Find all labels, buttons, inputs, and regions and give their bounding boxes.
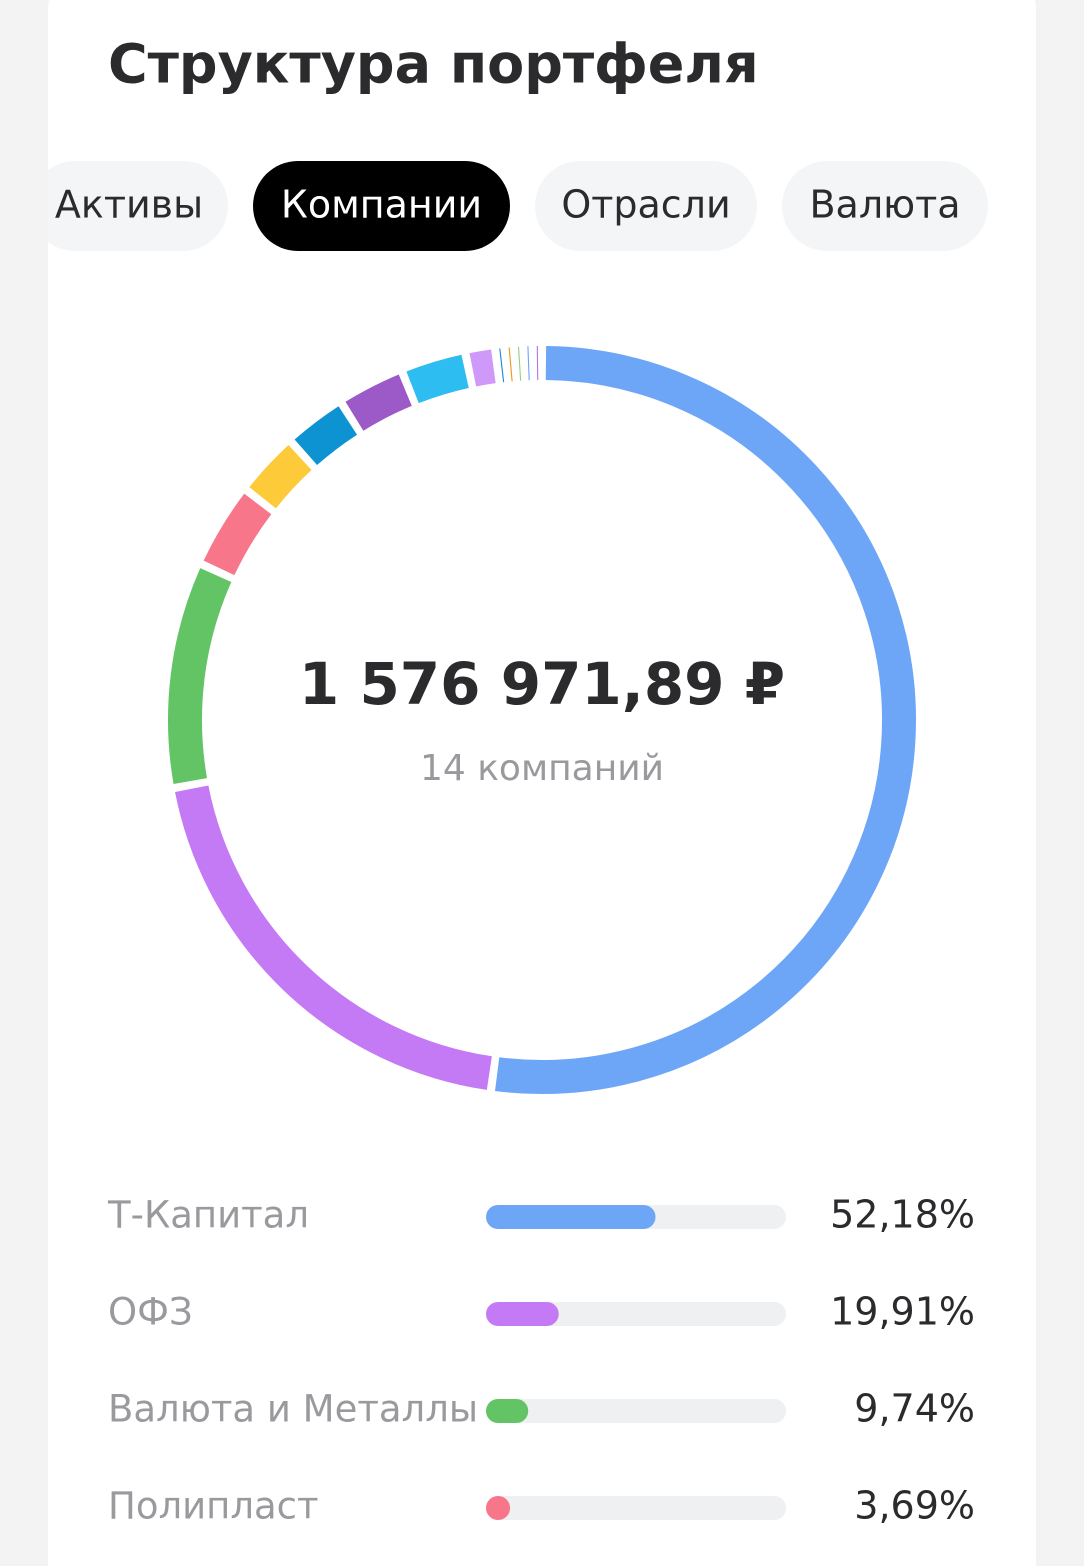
companies-count: 14 компаний	[420, 748, 664, 789]
card	[48, 0, 1036, 1566]
progress-bar	[486, 1205, 656, 1229]
donut-segment	[249, 445, 312, 509]
legend-name: Валюта и Металлы	[108, 1388, 478, 1431]
total-value: 1 576 971,89 ₽	[299, 650, 785, 718]
tab-label[interactable]: Отрасли	[561, 183, 730, 227]
legend-name: Полипласт	[108, 1485, 319, 1528]
donut-segment	[345, 374, 413, 431]
progress-track	[486, 1302, 786, 1326]
legend-value: 19,91%	[830, 1290, 975, 1334]
progress-bar	[486, 1302, 559, 1326]
donut	[168, 346, 916, 1094]
donut-segment	[175, 785, 492, 1090]
title: Структура портфеля	[108, 33, 759, 96]
tab[interactable]	[30, 161, 228, 251]
legend-name: ОФЗ	[108, 1291, 193, 1334]
progress-track	[486, 1399, 786, 1423]
card-content: Структура портфеля Активы Компании Отрасли…	[30, 33, 988, 1528]
legend: Т-Капитал 52,18% ОФЗ 19,91% Валюта и Металлы…	[107, 1193, 975, 1528]
tab[interactable]	[253, 161, 510, 251]
donut-segment	[203, 493, 272, 576]
donut-segment	[168, 568, 232, 784]
tab-bar: Активы Компании Отрасли Валюта	[30, 161, 988, 251]
donut-segment	[469, 349, 496, 387]
donut-segment	[495, 346, 916, 1094]
tab-label[interactable]: Валюта	[809, 183, 960, 227]
progress-bar	[486, 1496, 511, 1520]
legend-value: 52,18%	[830, 1193, 975, 1237]
tab-label[interactable]: Активы	[55, 183, 203, 227]
donut-segment	[294, 406, 358, 466]
progress-bar	[486, 1399, 529, 1423]
legend-name: Т-Капитал	[107, 1194, 309, 1237]
tab[interactable]	[535, 161, 757, 251]
tab[interactable]	[782, 161, 988, 251]
legend-value: 9,74%	[854, 1387, 975, 1431]
progress-track	[486, 1496, 786, 1520]
legend-value: 3,69%	[854, 1484, 975, 1528]
donut-segment	[406, 354, 470, 404]
tab-label[interactable]: Компании	[281, 183, 482, 227]
